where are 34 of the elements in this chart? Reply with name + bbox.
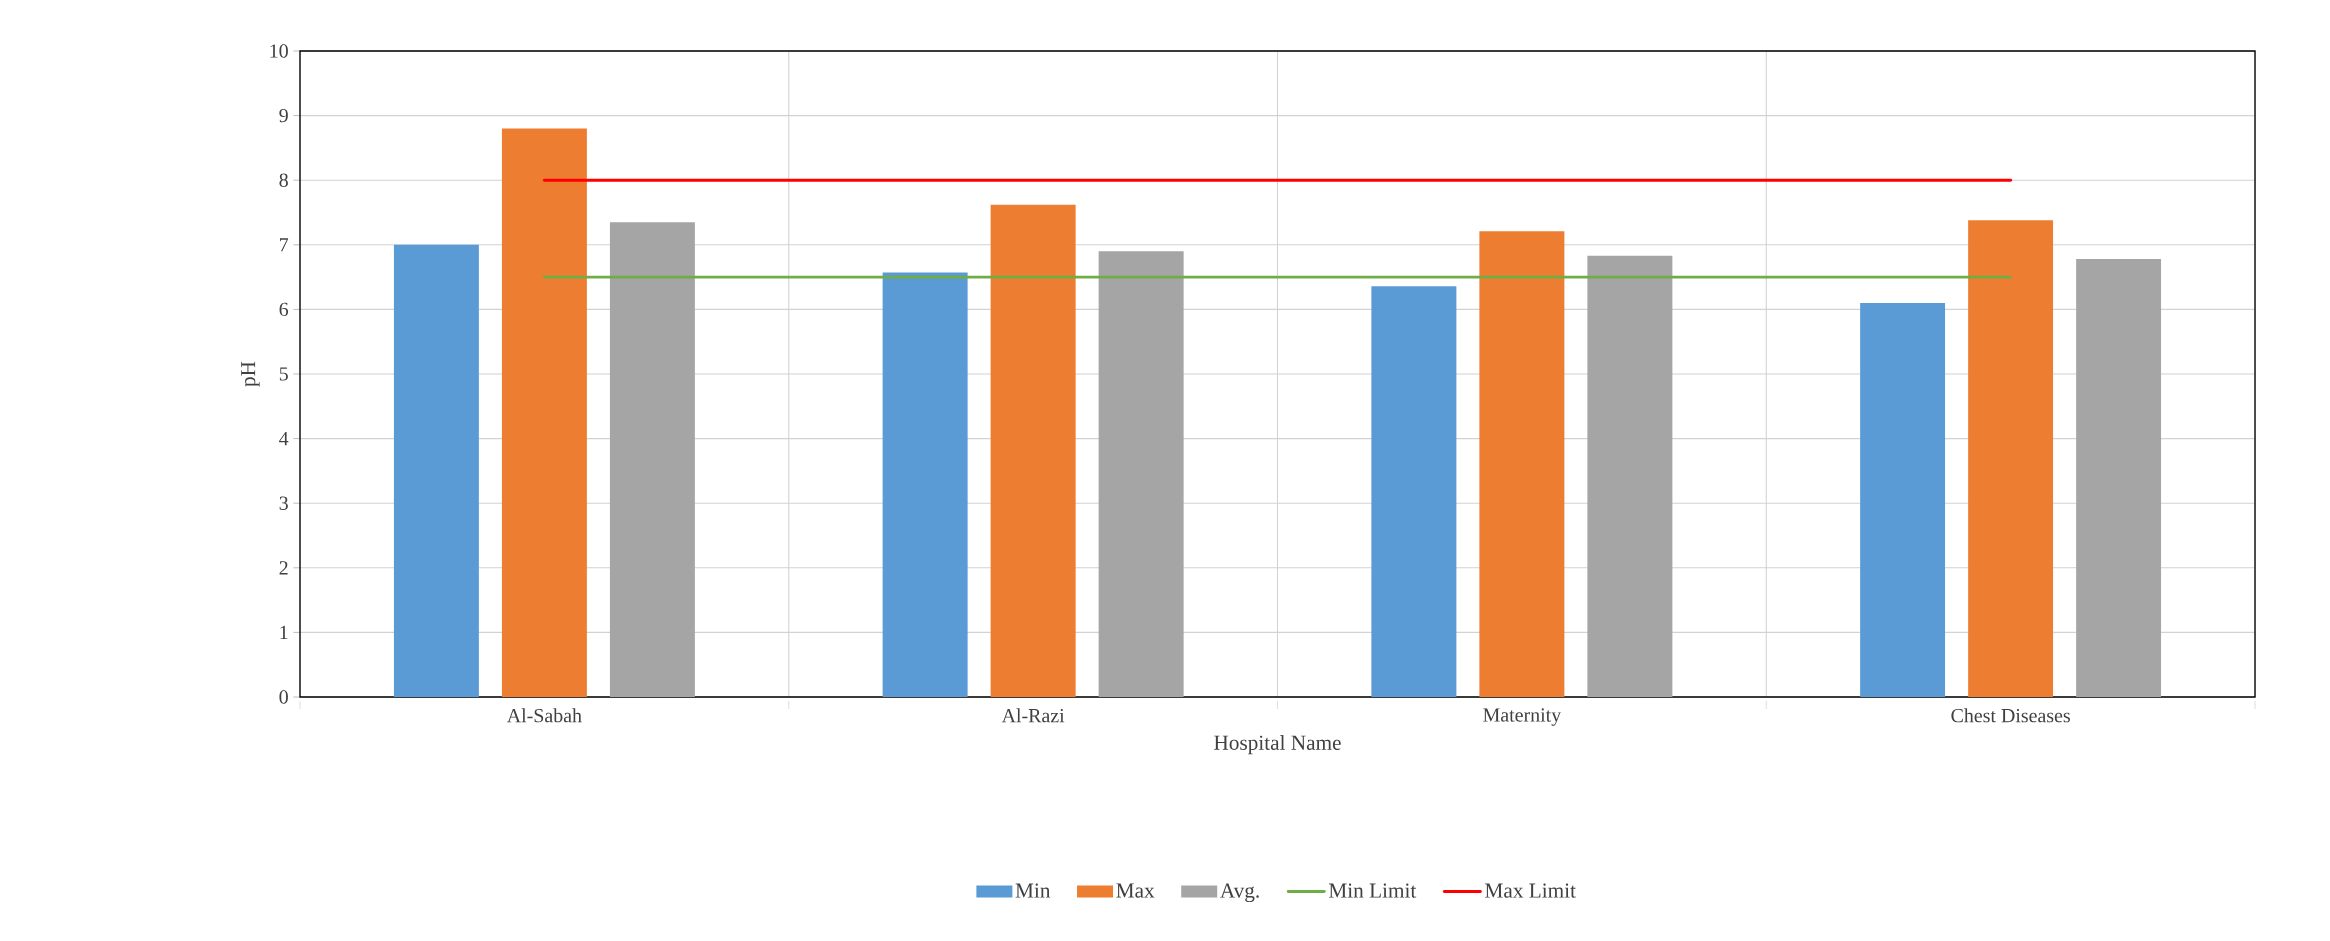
y-axis-title: pH bbox=[241, 361, 260, 387]
x-tick-label: Al-Razi bbox=[1001, 708, 1065, 723]
bar bbox=[1479, 231, 1565, 697]
bar bbox=[609, 222, 695, 697]
bar bbox=[1587, 255, 1673, 697]
bar bbox=[393, 244, 479, 697]
x-axis-title: Hospital Name bbox=[1214, 734, 1341, 755]
y-tick-label: 2 bbox=[279, 561, 288, 575]
bar bbox=[990, 204, 1076, 697]
x-tick-label: Maternity bbox=[1483, 708, 1562, 726]
x-tick-label: Chest Diseases bbox=[1951, 708, 2070, 723]
legend-label: Min bbox=[1015, 883, 1051, 898]
bar bbox=[1098, 251, 1184, 697]
y-tick-label: 8 bbox=[279, 173, 288, 187]
y-tick-label: 4 bbox=[279, 432, 289, 446]
y-tick-label: 1 bbox=[280, 625, 288, 639]
legend-label: Max Limit bbox=[1485, 883, 1576, 898]
y-tick-label: 7 bbox=[280, 238, 289, 252]
y-tick-label: 9 bbox=[279, 108, 288, 123]
y-tick-label: 3 bbox=[279, 496, 288, 510]
bar bbox=[1968, 220, 2054, 697]
x-tick-label: Al-Sabah bbox=[506, 708, 582, 723]
legend-label: Min Limit bbox=[1328, 883, 1417, 898]
y-tick-label: 10 bbox=[270, 44, 288, 58]
bar bbox=[882, 272, 968, 697]
y-tick-label: 6 bbox=[279, 302, 289, 317]
legend-label: Max bbox=[1116, 883, 1155, 898]
y-tick-label: 0 bbox=[279, 690, 288, 704]
y-tick-label: 5 bbox=[279, 367, 288, 381]
bar bbox=[501, 128, 587, 697]
bar bbox=[2076, 259, 2162, 697]
bar bbox=[1371, 286, 1457, 697]
bar bbox=[1860, 302, 1946, 697]
legend-label: Avg. bbox=[1220, 883, 1259, 903]
